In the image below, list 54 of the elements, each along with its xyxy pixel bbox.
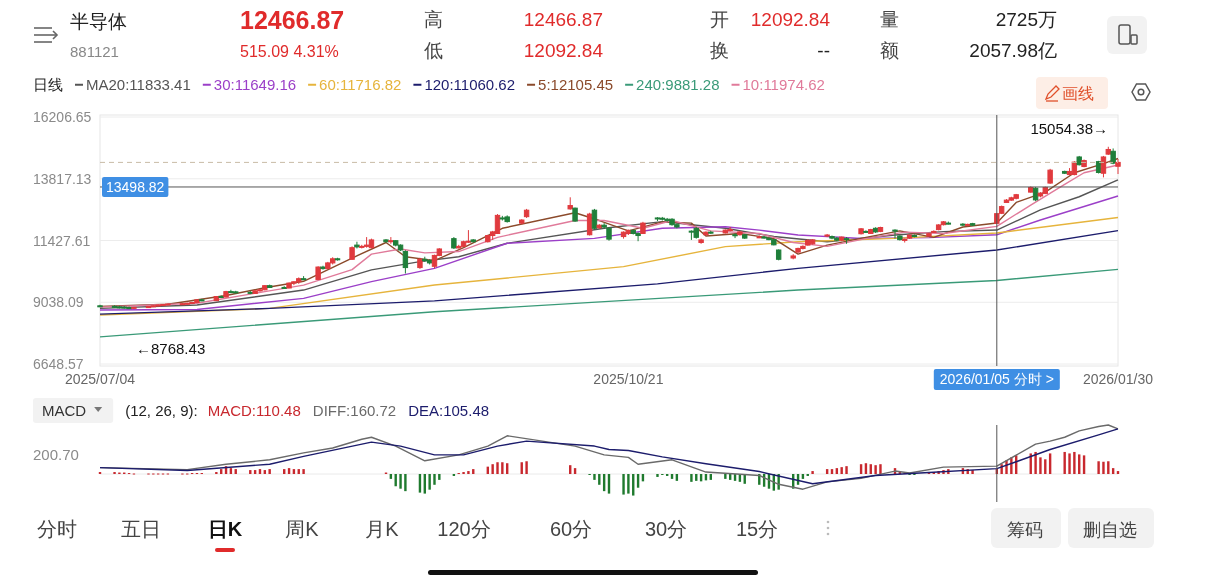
chart-title: 日线 bbox=[33, 76, 63, 93]
legend-label: 120:11060.62 bbox=[424, 76, 516, 93]
text: 月K bbox=[365, 518, 400, 540]
x-tick-label: 2025/07/04 bbox=[64, 371, 136, 387]
chart-subtitle: (12, 26, 9): bbox=[125, 402, 198, 419]
text: 换 bbox=[710, 40, 729, 61]
y-tick-label: 16206.65 bbox=[33, 109, 92, 125]
text: 120分 bbox=[437, 518, 491, 540]
text: 12092.84 bbox=[523, 40, 604, 61]
text: 筹码 bbox=[1007, 520, 1043, 540]
text: 低 bbox=[424, 40, 443, 61]
text: 12466.87 bbox=[240, 6, 345, 34]
text: 12092.84 bbox=[750, 9, 831, 30]
text: 分时 bbox=[37, 518, 77, 540]
text: 半导体 bbox=[70, 11, 127, 32]
y-tick-label: 13817.13 bbox=[33, 170, 92, 187]
text: 881121 bbox=[70, 43, 119, 60]
legend-label: 5:12105.45 bbox=[538, 76, 614, 93]
text: -- bbox=[817, 40, 830, 61]
ref-line-label: 2026/01/05 分时 > bbox=[939, 371, 1054, 387]
text: 额 bbox=[880, 40, 899, 61]
text: 日K bbox=[207, 518, 243, 540]
text: 2057.98亿 bbox=[969, 40, 1057, 61]
text: 15分 bbox=[735, 518, 779, 540]
ref-line-label: 13498.82 bbox=[106, 178, 165, 195]
text: 2725万 bbox=[995, 9, 1057, 30]
text: 30分 bbox=[644, 518, 688, 540]
text: 高 bbox=[424, 9, 443, 30]
text: 五日 bbox=[121, 518, 161, 540]
text: 画线 bbox=[1062, 85, 1094, 102]
text: 开 bbox=[710, 9, 729, 30]
legend-label: 30:11649.16 bbox=[213, 76, 297, 93]
legend-label: 240:9881.28 bbox=[636, 76, 720, 93]
y-tick-label: 11427.61 bbox=[33, 232, 91, 249]
text: 12466.87 bbox=[523, 9, 603, 30]
annotation: ←8768.43 bbox=[136, 340, 206, 357]
legend-label: 10:11974.62 bbox=[742, 76, 825, 93]
text: 200.70 bbox=[33, 446, 79, 463]
x-tick-label: 2026/01/30 bbox=[1082, 371, 1154, 387]
text: 515.09 4.31% bbox=[240, 43, 339, 60]
x-tick-label: 2025/10/21 bbox=[593, 371, 664, 387]
text: 60分 bbox=[549, 518, 593, 540]
text: 删自选 bbox=[1083, 520, 1137, 540]
series-label: DEA:105.48 bbox=[408, 402, 490, 419]
chart-title: MACD bbox=[42, 402, 87, 419]
legend-label: MA20:11833.41 bbox=[86, 76, 191, 93]
text: 量 bbox=[880, 9, 899, 30]
text: MACD:110.48 bbox=[207, 402, 301, 419]
series-label: DIFF:160.72 bbox=[312, 402, 397, 419]
annotation: 15054.38→ bbox=[1030, 120, 1108, 137]
y-tick-label: 6648.57 bbox=[33, 356, 84, 372]
legend-label: 60:11716.82 bbox=[319, 76, 402, 93]
text: 周K bbox=[285, 518, 320, 540]
y-tick-label: 9038.09 bbox=[33, 294, 84, 311]
